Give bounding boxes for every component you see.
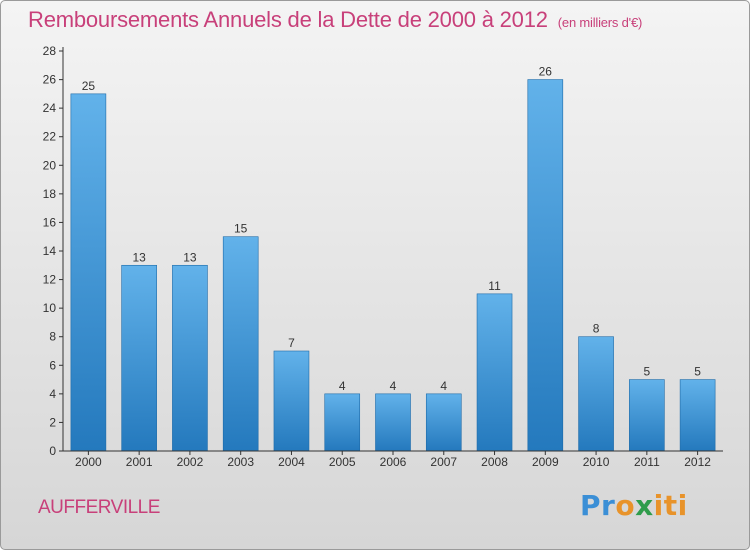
- bar-2000: [70, 93, 107, 452]
- commune-name: AUFFERVILLE: [38, 497, 160, 518]
- x-tick-label: 2005: [329, 455, 356, 469]
- x-tick-label: 2001: [126, 455, 153, 469]
- x-tick-label: 2012: [684, 455, 711, 469]
- bar-2008: [476, 293, 513, 452]
- bar-value-label: 4: [390, 379, 397, 393]
- chart-title-text: Remboursements Annuels de la Dette de 20…: [28, 7, 548, 32]
- bar-value-label: 5: [694, 365, 701, 379]
- y-tick-label: 10: [43, 301, 57, 315]
- x-tick-label: 2009: [532, 455, 559, 469]
- bar-series: 25 13 13 15 7 4 4 4 11 26 8 5 5: [70, 65, 716, 452]
- unit-note: (en milliers d'€): [557, 15, 643, 30]
- logo-part-1: Pr: [580, 489, 616, 522]
- bar-2004: [273, 350, 310, 452]
- bar-value-label: 4: [440, 379, 447, 393]
- bar-value-label: 5: [644, 365, 651, 379]
- x-tick-label: 2004: [278, 455, 305, 469]
- logo-part-4: iti: [653, 489, 688, 522]
- bar-2001: [121, 264, 157, 452]
- x-tick-label: 2002: [177, 455, 204, 469]
- bar-2012: [679, 379, 716, 452]
- y-tick-label: 0: [49, 444, 56, 458]
- y-tick-label: 28: [43, 44, 57, 58]
- bar-2010: [578, 336, 614, 452]
- y-tick-label: 2: [49, 415, 56, 429]
- x-tick-label: 2003: [227, 455, 254, 469]
- logo-part-2: o: [615, 489, 636, 522]
- bar-value-label: 8: [593, 322, 600, 336]
- bar-2009: [527, 79, 564, 452]
- bar-value-label: 7: [288, 336, 295, 350]
- bar-value-label: 25: [82, 79, 96, 93]
- x-tick-label: 2011: [634, 455, 660, 469]
- y-tick-label: 16: [43, 215, 57, 229]
- y-tick-label: 24: [43, 101, 57, 115]
- bar-value-label: 26: [539, 65, 553, 79]
- bar-value-label: 15: [234, 222, 248, 236]
- bar-value-label: 4: [339, 379, 346, 393]
- proxiti-logo: Proxiti: [580, 489, 688, 522]
- bar-value-label: 13: [132, 250, 146, 264]
- bar-2007: [425, 393, 462, 452]
- y-tick-label: 8: [49, 330, 56, 344]
- y-tick-label: 18: [43, 187, 57, 201]
- logo-part-3: x: [635, 489, 654, 522]
- y-tick-label: 4: [49, 387, 56, 401]
- y-tick-label: 12: [43, 273, 57, 287]
- x-axis: 2000 2001 2002 2003 2004 2005 2006 2007 2008 2009…: [63, 450, 723, 469]
- x-tick-label: 2006: [380, 455, 407, 469]
- y-tick-label: 26: [43, 73, 57, 87]
- chart-title: Remboursements Annuels de la Dette de 20…: [28, 7, 642, 33]
- y-tick-label: 6: [49, 358, 56, 372]
- x-tick-label: 2000: [75, 455, 102, 469]
- y-tick-label: 20: [43, 158, 57, 172]
- bar-2002: [172, 264, 208, 452]
- x-tick-label: 2010: [583, 455, 610, 469]
- bar-2011: [629, 379, 665, 452]
- x-tick-label: 2007: [430, 455, 457, 469]
- bar-value-label: 11: [488, 279, 501, 293]
- y-tick-label: 22: [43, 130, 57, 144]
- x-tick-label: 2008: [481, 455, 508, 469]
- bar-2006: [375, 393, 411, 452]
- bar-value-label: 13: [183, 250, 197, 264]
- bar-2003: [222, 236, 259, 452]
- bar-2005: [324, 393, 361, 452]
- y-tick-label: 14: [43, 244, 57, 258]
